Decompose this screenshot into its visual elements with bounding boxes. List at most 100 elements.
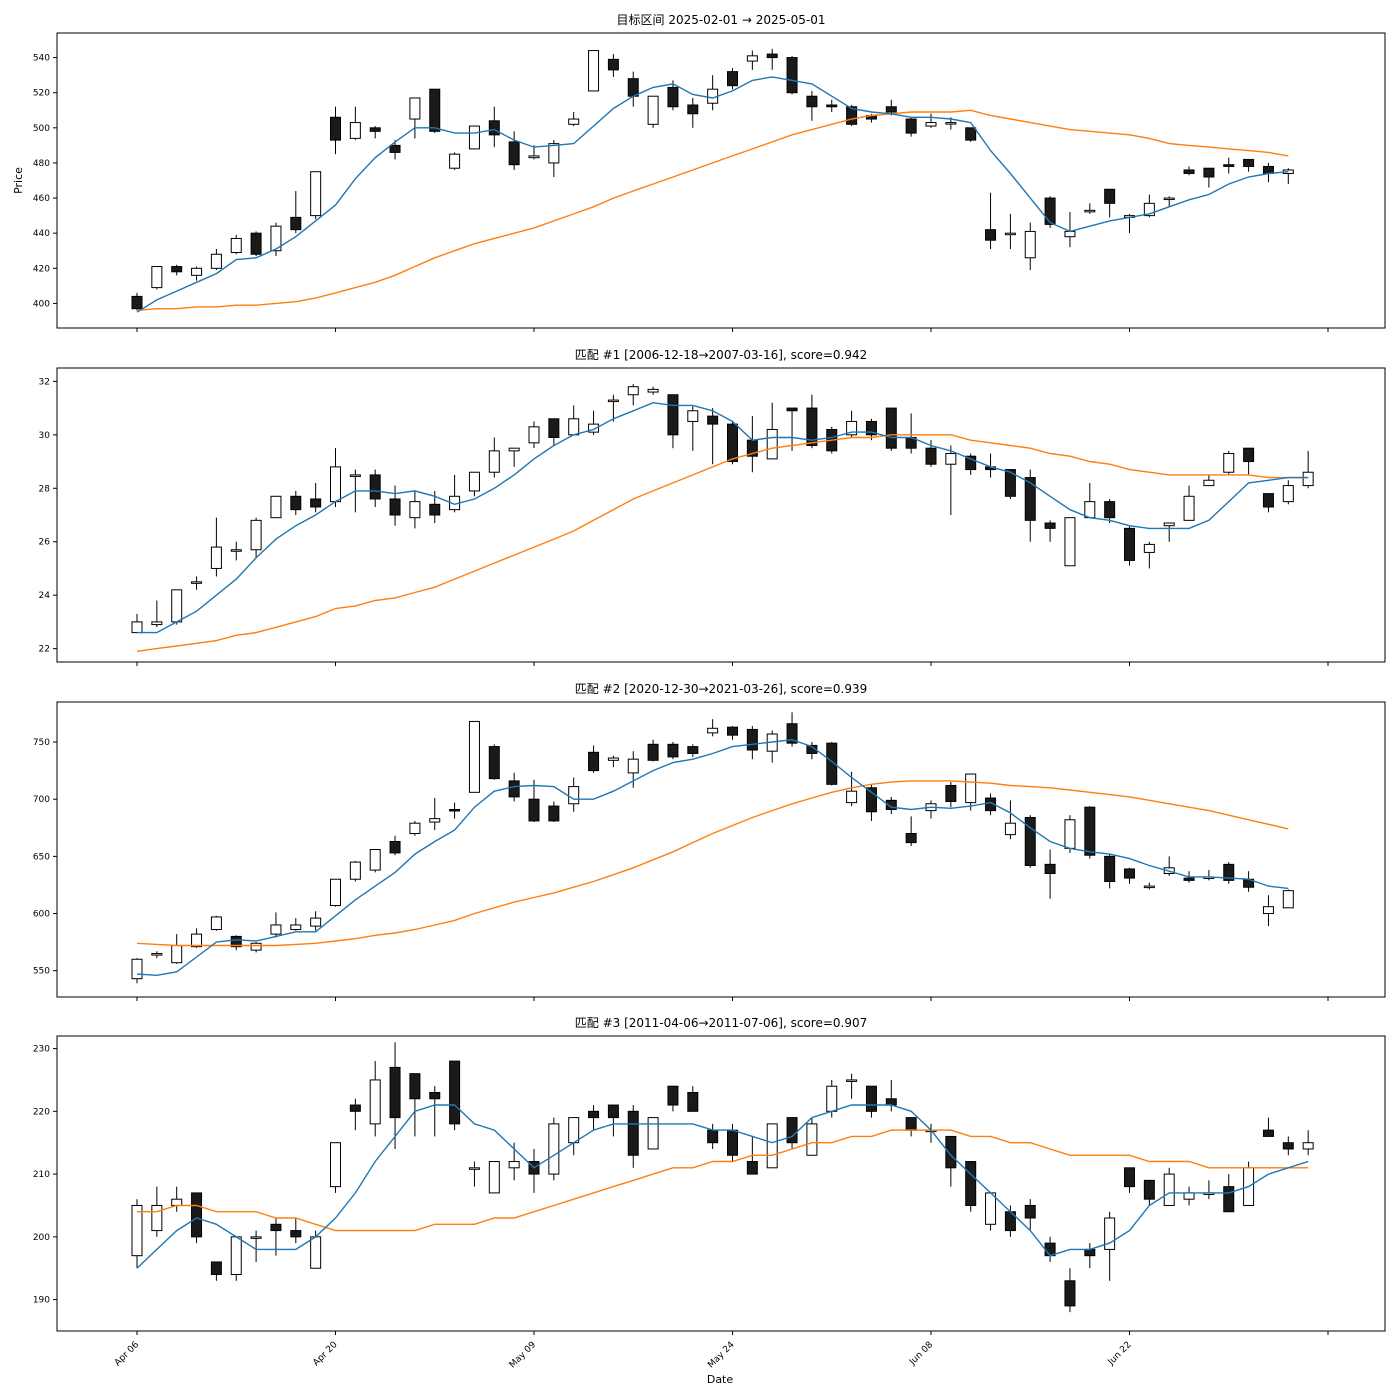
candle bbox=[151, 951, 163, 959]
candle bbox=[488, 106, 500, 148]
candle bbox=[647, 739, 659, 762]
candle bbox=[1124, 867, 1135, 884]
candle bbox=[468, 471, 480, 497]
candle bbox=[310, 911, 322, 931]
candle bbox=[1004, 213, 1016, 249]
candle bbox=[310, 171, 322, 220]
candle-body bbox=[369, 849, 381, 871]
candle-body bbox=[627, 78, 639, 97]
candle-body bbox=[746, 728, 758, 751]
candle bbox=[330, 878, 341, 907]
candle-body bbox=[945, 122, 957, 125]
candle-body bbox=[369, 474, 381, 500]
candle bbox=[647, 386, 659, 395]
candle-body bbox=[965, 773, 977, 804]
candle bbox=[1203, 474, 1215, 487]
candle-body bbox=[429, 1091, 441, 1100]
candle-body bbox=[1024, 477, 1036, 521]
candle bbox=[588, 745, 600, 773]
candle bbox=[131, 958, 143, 984]
candle-body bbox=[766, 53, 778, 59]
candle-body bbox=[727, 423, 738, 463]
candle bbox=[270, 222, 282, 257]
candle-body bbox=[865, 420, 877, 436]
candle bbox=[131, 1199, 143, 1269]
y-tick-label: 400 bbox=[33, 299, 50, 309]
candle-body bbox=[885, 407, 897, 449]
candle-body bbox=[1064, 517, 1076, 567]
candle-body bbox=[588, 423, 600, 433]
candle-body bbox=[1223, 453, 1235, 473]
candle-body bbox=[965, 127, 977, 141]
candle-body bbox=[528, 426, 540, 444]
candle-body bbox=[1064, 1280, 1076, 1307]
y-tick-label: 22 bbox=[39, 645, 50, 655]
candle bbox=[607, 394, 619, 422]
candle-body bbox=[1084, 1248, 1096, 1257]
candle bbox=[965, 127, 977, 142]
y-tick-label: 540 bbox=[33, 54, 50, 64]
axes-frame bbox=[56, 32, 1386, 329]
y-tick-label: 24 bbox=[39, 591, 51, 601]
candle bbox=[290, 1218, 302, 1244]
candle-body bbox=[667, 86, 679, 108]
candle bbox=[727, 421, 738, 465]
candle-body bbox=[1223, 164, 1235, 167]
candle-body bbox=[508, 447, 520, 452]
candle-body bbox=[985, 1192, 997, 1225]
candle-body bbox=[310, 917, 322, 927]
candle bbox=[707, 719, 719, 737]
candle bbox=[647, 1117, 659, 1150]
candle-body bbox=[528, 155, 540, 159]
candle-body bbox=[687, 1091, 699, 1112]
axes-frame bbox=[56, 367, 1386, 663]
candle-body bbox=[310, 171, 322, 217]
candle-body bbox=[151, 953, 163, 956]
candle-body bbox=[230, 1236, 242, 1276]
candle bbox=[667, 742, 679, 760]
candle bbox=[369, 126, 381, 139]
candle bbox=[210, 517, 222, 577]
candle-body bbox=[1024, 1204, 1036, 1219]
candle-body bbox=[171, 1198, 183, 1206]
chart-panel-4: 匹配 #3 [2011-04-06→2011-07-06], score=0.9… bbox=[33, 1016, 1386, 1335]
candle bbox=[786, 55, 798, 95]
candle bbox=[1163, 1167, 1175, 1206]
candle bbox=[1104, 188, 1116, 218]
candle-body bbox=[230, 237, 242, 253]
candle bbox=[607, 54, 619, 77]
candle-body bbox=[727, 1129, 738, 1156]
candle bbox=[627, 384, 639, 406]
candle-body bbox=[1183, 495, 1195, 521]
candle bbox=[230, 1236, 242, 1281]
candle-body bbox=[865, 787, 877, 813]
candle-body bbox=[945, 453, 957, 465]
candle-body bbox=[468, 125, 480, 150]
candle bbox=[250, 517, 262, 558]
candle bbox=[945, 782, 957, 808]
candle-body bbox=[806, 407, 818, 447]
candle bbox=[1282, 1136, 1294, 1156]
candle bbox=[746, 726, 758, 760]
candle-body bbox=[667, 743, 679, 758]
candle-body bbox=[349, 1104, 361, 1112]
y-tick-label: 210 bbox=[33, 1170, 50, 1180]
candle-body bbox=[1163, 522, 1175, 527]
candle bbox=[369, 849, 381, 873]
candle-body bbox=[270, 1223, 282, 1232]
chart-panel-1: 目标区间 2025-02-01 → 2025-05-01 400 420 440 460… bbox=[12, 13, 1386, 332]
candle bbox=[1203, 167, 1215, 188]
y-tick-label: 650 bbox=[33, 852, 50, 862]
candle-body bbox=[985, 229, 997, 241]
candle-body bbox=[488, 450, 500, 473]
candle-body bbox=[548, 1123, 560, 1175]
candle-body bbox=[449, 1060, 461, 1125]
candle-body bbox=[1024, 816, 1036, 867]
candle-body bbox=[1203, 167, 1215, 178]
candle bbox=[151, 600, 163, 628]
candle bbox=[1024, 1199, 1036, 1231]
candle-body bbox=[707, 727, 719, 734]
candle-body bbox=[985, 797, 997, 812]
candle-body bbox=[1282, 890, 1294, 909]
